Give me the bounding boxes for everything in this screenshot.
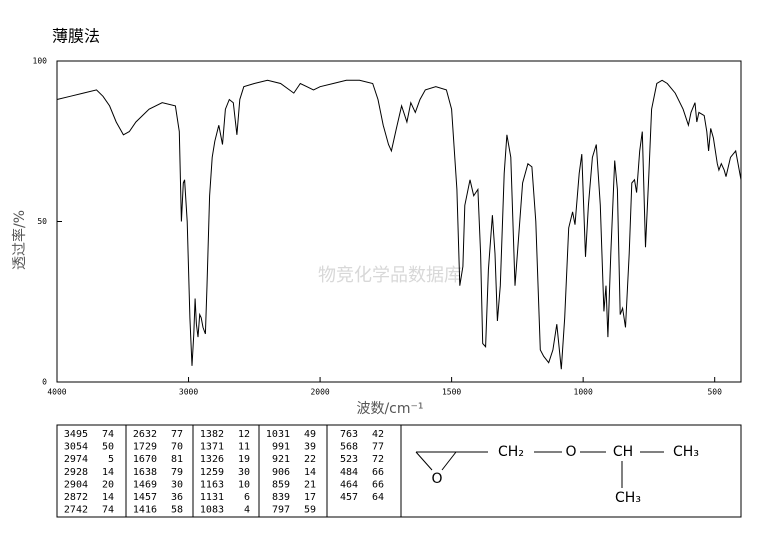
peak-transmittance: 39 [304,442,316,453]
peak-wavenumber: 1326 [200,454,224,465]
peak-transmittance: 14 [102,467,114,478]
peak-wavenumber: 523 [340,454,358,465]
peak-wavenumber: 906 [272,467,290,478]
structure-label: CH [613,444,633,460]
peak-transmittance: 59 [304,505,316,516]
peak-transmittance: 58 [171,505,183,516]
peak-wavenumber: 3054 [64,442,88,453]
peak-wavenumber: 1729 [133,442,157,453]
peak-transmittance: 72 [372,454,384,465]
peak-transmittance: 77 [372,442,384,453]
x-axis-label: 波数/cm⁻¹ [356,401,423,417]
peak-transmittance: 64 [372,492,384,503]
peak-wavenumber: 2904 [64,479,88,490]
peak-transmittance: 74 [102,429,114,440]
peak-wavenumber: 1131 [200,492,224,503]
peak-wavenumber: 1457 [133,492,157,503]
structure-label: O [565,444,576,460]
y-tick-label: 100 [33,57,48,66]
peak-wavenumber: 1638 [133,467,157,478]
peak-transmittance: 49 [304,429,316,440]
peak-wavenumber: 763 [340,429,358,440]
peak-wavenumber: 464 [340,479,358,490]
y-tick-label: 50 [37,217,47,226]
x-tick-label: 4000 [47,388,66,397]
peak-transmittance: 66 [372,479,384,490]
peak-wavenumber: 2928 [64,467,88,478]
chart-title: 薄膜法 [52,27,100,46]
peak-transmittance: 79 [171,467,183,478]
peak-wavenumber: 568 [340,442,358,453]
peak-wavenumber: 1469 [133,479,157,490]
peak-wavenumber: 1163 [200,479,224,490]
peak-transmittance: 21 [304,479,316,490]
x-tick-label: 1500 [442,388,461,397]
peak-transmittance: 6 [244,492,250,503]
peak-wavenumber: 1670 [133,454,157,465]
peak-wavenumber: 2632 [133,429,157,440]
peak-transmittance: 22 [304,454,316,465]
x-tick-label: 3000 [179,388,198,397]
peak-transmittance: 66 [372,467,384,478]
peak-wavenumber: 1382 [200,429,224,440]
peak-transmittance: 30 [238,467,250,478]
peak-wavenumber: 2872 [64,492,88,503]
y-tick-label: 0 [42,378,47,387]
peak-transmittance: 12 [238,429,250,440]
peak-transmittance: 14 [102,492,114,503]
peak-wavenumber: 991 [272,442,290,453]
peak-transmittance: 10 [238,479,250,490]
watermark: 物竞化学品数据库 [318,265,462,286]
structure-label: CH₂ [498,444,524,460]
peak-transmittance: 42 [372,429,384,440]
peak-transmittance: 17 [304,492,316,503]
peak-wavenumber: 457 [340,492,358,503]
peak-transmittance: 14 [304,467,316,478]
structure-bonds [415,451,664,488]
x-tick-label: 1000 [574,388,593,397]
peak-wavenumber: 921 [272,454,290,465]
spectrum-line [56,79,742,370]
structure-label: CH₃ [673,444,699,460]
peak-wavenumber: 484 [340,467,358,478]
peak-wavenumber: 3495 [64,429,88,440]
x-tick-label: 500 [707,388,722,397]
x-tick-label: 2000 [310,388,329,397]
peak-transmittance: 77 [171,429,183,440]
peak-transmittance: 5 [108,454,114,465]
structure-label: CH₃ [615,490,641,506]
peak-wavenumber: 2974 [64,454,88,465]
structure-label: O [431,471,442,487]
peak-transmittance: 81 [171,454,183,465]
peak-wavenumber: 859 [272,479,290,490]
peak-transmittance: 19 [238,454,250,465]
peak-wavenumber: 1259 [200,467,224,478]
peak-transmittance: 20 [102,479,114,490]
peak-table-frame [56,424,742,518]
peak-transmittance: 36 [171,492,183,503]
peak-wavenumber: 2742 [64,505,88,516]
peak-wavenumber: 1416 [133,505,157,516]
peak-transmittance: 30 [171,479,183,490]
peak-transmittance: 50 [102,442,114,453]
peak-wavenumber: 797 [272,505,290,516]
peak-transmittance: 70 [171,442,183,453]
peak-transmittance: 4 [244,505,250,516]
peak-transmittance: 74 [102,505,114,516]
peak-transmittance: 11 [238,442,250,453]
peak-wavenumber: 1371 [200,442,224,453]
peak-wavenumber: 1083 [200,505,224,516]
y-axis-label: 透过率/% [11,210,28,270]
peak-wavenumber: 1031 [266,429,290,440]
plot-frame [56,60,742,383]
peak-wavenumber: 839 [272,492,290,503]
